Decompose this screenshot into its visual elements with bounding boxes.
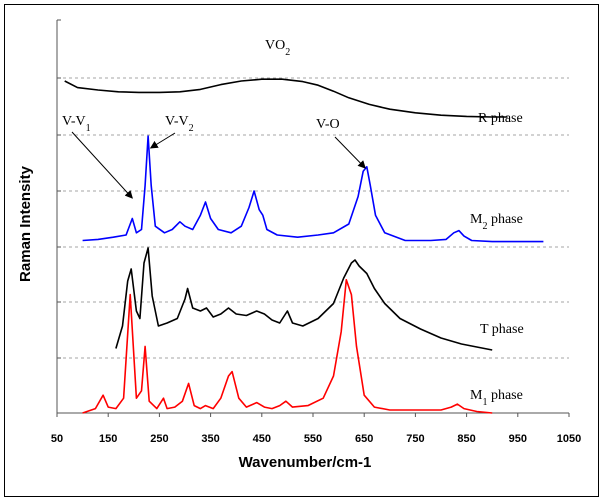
annotation-v-v2: V-V2 <box>165 114 194 134</box>
phase-label-m1: M1 phase <box>470 388 523 408</box>
figure-frame <box>4 4 599 497</box>
annotation-v-v1: V-V1 <box>62 114 91 134</box>
y-axis-title: Raman Intensity <box>17 165 34 282</box>
x-tick-label: 150 <box>99 433 117 445</box>
x-tick-label: 250 <box>150 433 168 445</box>
phase-label-r: R phase <box>478 111 523 126</box>
x-tick-labels: 50 150 250 350 450 550 650 750 850 950 1050 <box>51 413 581 445</box>
x-tick-label: 850 <box>457 433 475 445</box>
arrow-v-o <box>334 136 366 169</box>
x-tick-label: 550 <box>304 433 322 445</box>
series-line-m2-phase <box>82 135 544 243</box>
x-tick-label: 750 <box>406 433 424 445</box>
x-tick-label: 950 <box>509 433 527 445</box>
arrow-v-v2 <box>149 132 176 149</box>
series-group <box>64 78 544 414</box>
annotation-v-o: V-O <box>316 117 340 132</box>
series-line-t-phase <box>115 247 493 351</box>
annotations <box>71 131 366 199</box>
series-line-m1-phase <box>82 279 493 414</box>
x-tick-label: 350 <box>201 433 219 445</box>
phase-label-t: T phase <box>480 322 524 337</box>
series-line-r-phase <box>64 78 508 118</box>
x-tick-label: 50 <box>51 433 63 445</box>
chart-title: VO2 <box>265 38 290 58</box>
arrow-v-v1 <box>71 131 133 199</box>
x-tick-label: 450 <box>253 433 271 445</box>
phase-label-m2: M2 phase <box>470 212 523 232</box>
grid-lines <box>57 77 569 359</box>
x-tick-label: 650 <box>355 433 373 445</box>
x-tick-label: 1050 <box>557 433 581 445</box>
x-axis-title: Wavenumber/cm-1 <box>239 454 372 471</box>
